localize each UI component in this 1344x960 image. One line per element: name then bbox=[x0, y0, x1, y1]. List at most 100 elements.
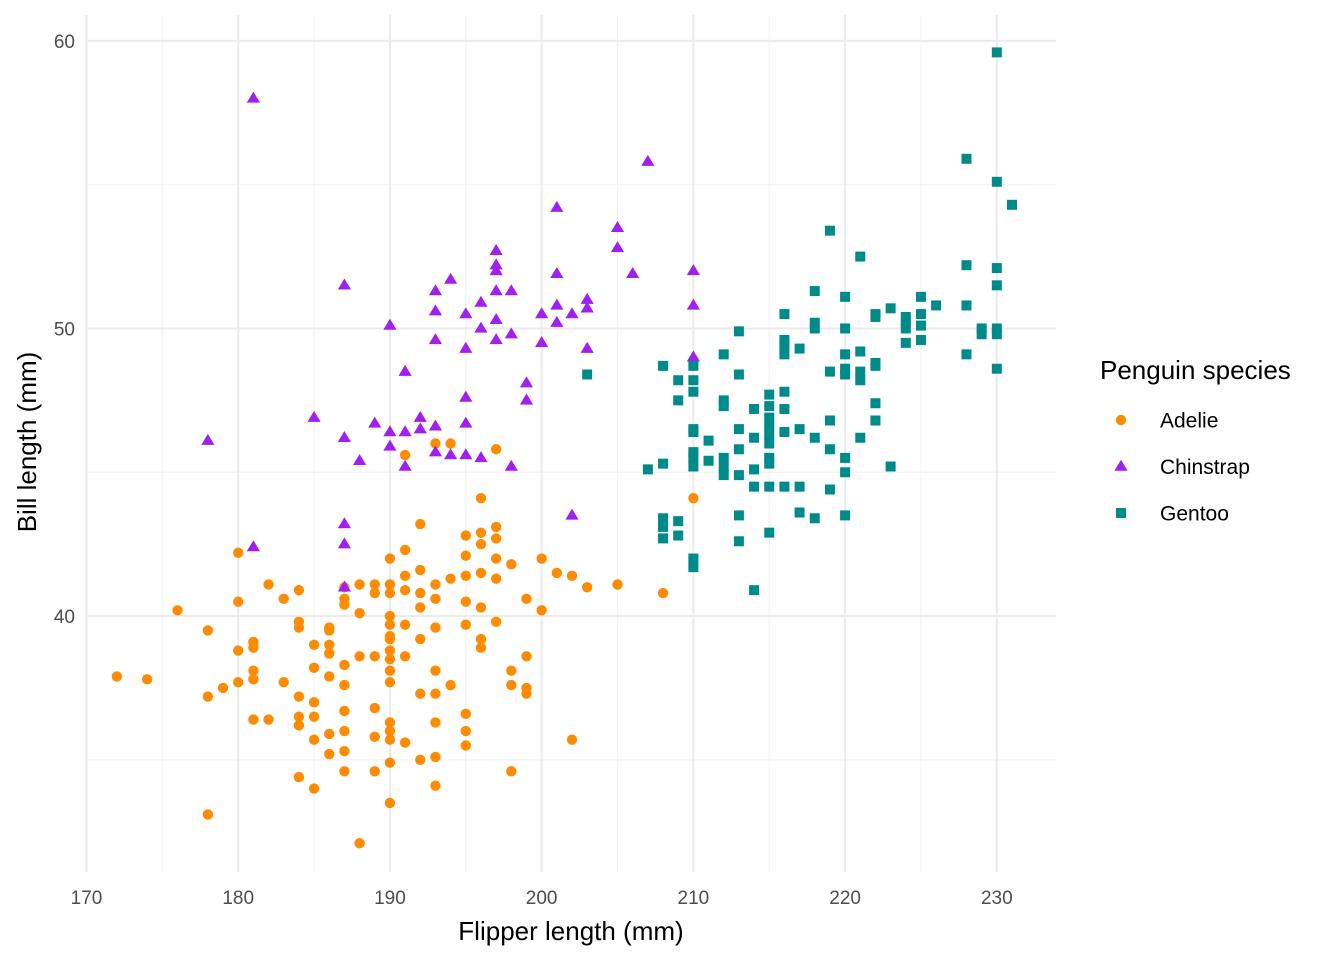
adelie-point bbox=[399, 544, 411, 556]
adelie-point bbox=[384, 797, 396, 809]
adelie-point bbox=[415, 518, 426, 530]
x-tick-label: 180 bbox=[222, 888, 254, 909]
gentoo-point bbox=[855, 251, 866, 262]
adelie-point bbox=[293, 691, 305, 702]
legend-label: Adelie bbox=[1160, 410, 1218, 433]
adelie-point bbox=[506, 665, 517, 676]
gentoo-point bbox=[794, 424, 805, 435]
chinstrap-point bbox=[580, 341, 594, 353]
chinstrap-point bbox=[519, 393, 534, 405]
chinstrap-point bbox=[565, 307, 579, 319]
adelie-point bbox=[248, 636, 259, 648]
adelie-point bbox=[384, 665, 396, 676]
chinstrap-point bbox=[489, 264, 503, 276]
legend-label: Gentoo bbox=[1160, 503, 1229, 526]
gentoo-point bbox=[779, 349, 790, 360]
gentoo-point bbox=[749, 464, 760, 475]
legend-title: Penguin species bbox=[1100, 355, 1291, 385]
adelie-point bbox=[202, 809, 214, 820]
adelie-point bbox=[460, 596, 471, 607]
chinstrap-point bbox=[337, 430, 352, 442]
gentoo-point bbox=[658, 521, 669, 532]
gentoo-point bbox=[991, 47, 1002, 58]
gentoo-point bbox=[688, 452, 699, 463]
adelie-point bbox=[248, 665, 259, 676]
adelie-point bbox=[339, 593, 350, 604]
chinstrap-point bbox=[246, 540, 260, 552]
gentoo-point bbox=[961, 349, 972, 360]
adelie-point bbox=[445, 573, 456, 584]
adelie-point bbox=[430, 751, 441, 763]
chinstrap-point bbox=[383, 425, 397, 437]
adelie-point bbox=[399, 737, 411, 748]
chinstrap-point bbox=[352, 453, 367, 465]
gentoo-point bbox=[779, 334, 790, 345]
adelie-point bbox=[111, 671, 123, 682]
gentoo-point bbox=[658, 458, 669, 469]
adelie-point bbox=[384, 757, 396, 768]
gentoo-point bbox=[976, 323, 987, 334]
gentoo-point bbox=[779, 403, 790, 414]
adelie-point bbox=[293, 616, 305, 628]
adelie-point bbox=[475, 642, 487, 653]
gentoo-point bbox=[900, 337, 911, 348]
adelie-point bbox=[293, 711, 305, 722]
gentoo-point bbox=[673, 395, 684, 406]
chinstrap-point bbox=[519, 376, 534, 388]
chinstrap-point bbox=[580, 292, 594, 304]
adelie-point bbox=[217, 682, 229, 694]
gentoo-point bbox=[733, 536, 744, 547]
gentoo-point bbox=[809, 286, 820, 297]
adelie-point bbox=[384, 725, 396, 737]
gentoo-point bbox=[840, 369, 851, 380]
chinstrap-point bbox=[610, 241, 625, 253]
adelie-point bbox=[278, 676, 289, 688]
adelie-point bbox=[233, 547, 244, 558]
gentoo-point bbox=[733, 326, 744, 337]
gentoo-point bbox=[870, 309, 881, 320]
gentoo-point bbox=[1007, 199, 1017, 210]
gentoo-point bbox=[733, 369, 744, 380]
adelie-point bbox=[233, 676, 244, 688]
gentoo-point bbox=[991, 323, 1002, 334]
gentoo-point bbox=[749, 403, 760, 414]
gentoo-point bbox=[870, 357, 881, 368]
adelie-point bbox=[490, 616, 502, 628]
adelie-point bbox=[384, 553, 396, 564]
chinstrap-point bbox=[444, 448, 458, 460]
gentoo-point bbox=[840, 467, 851, 478]
legend-items: Adelie Chinstrap Gentoo bbox=[1114, 410, 1250, 526]
adelie-point bbox=[551, 567, 563, 579]
gentoo-point bbox=[688, 360, 699, 371]
chinstrap-point bbox=[201, 433, 215, 445]
adelie-point bbox=[339, 746, 350, 757]
gentoo-point bbox=[749, 432, 760, 443]
gentoo-point bbox=[794, 507, 805, 518]
adelie-point bbox=[399, 651, 411, 662]
gentoo-point bbox=[764, 458, 775, 469]
gentoo-point bbox=[733, 510, 744, 521]
gentoo-point bbox=[824, 444, 835, 455]
adelie-point bbox=[475, 538, 487, 550]
chinstrap-point bbox=[504, 284, 518, 296]
x-tick-label: 200 bbox=[526, 888, 558, 909]
chinstrap-point bbox=[641, 154, 655, 166]
chinstrap-point bbox=[550, 200, 564, 212]
gentoo-point bbox=[658, 513, 669, 524]
gentoo-point bbox=[688, 375, 699, 386]
chinstrap-point bbox=[337, 278, 352, 290]
adelie-point bbox=[384, 579, 396, 590]
gentoo-point bbox=[764, 401, 775, 412]
gentoo-point bbox=[840, 323, 851, 334]
gentoo-point bbox=[673, 516, 684, 527]
adelie-point bbox=[308, 711, 320, 722]
legend-label: Chinstrap bbox=[1160, 456, 1250, 479]
adelie-point bbox=[172, 605, 183, 616]
adelie-point bbox=[460, 740, 471, 751]
adelie-point bbox=[308, 734, 320, 745]
adelie-point bbox=[399, 619, 411, 630]
adelie-point bbox=[506, 559, 517, 570]
gentoo-point bbox=[855, 366, 866, 377]
series-chinstrap bbox=[201, 91, 700, 592]
adelie-point bbox=[263, 579, 274, 590]
